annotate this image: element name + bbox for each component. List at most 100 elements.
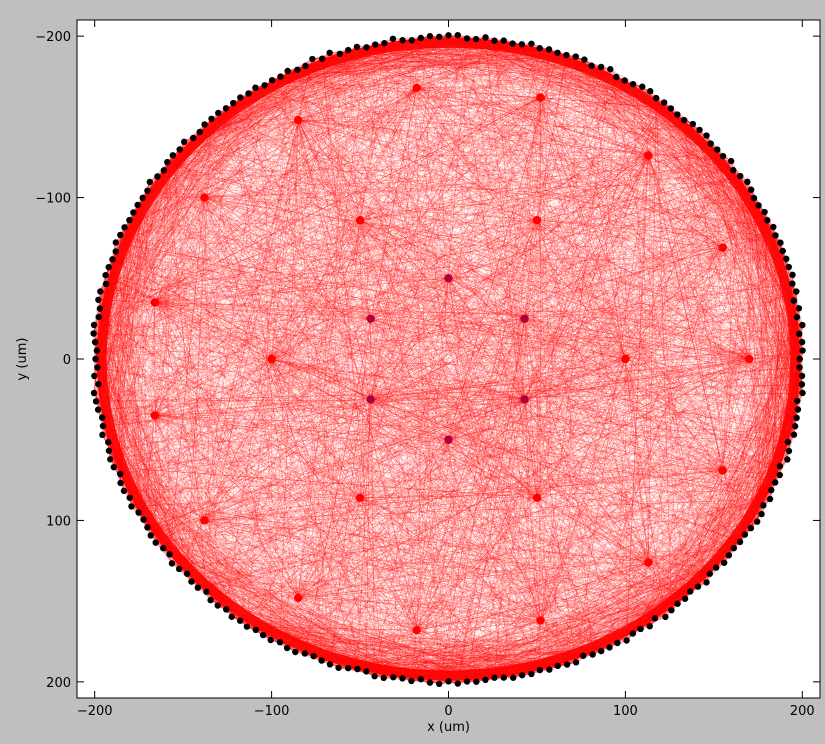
boundary-node — [770, 223, 777, 231]
boundary-node — [796, 364, 803, 371]
boundary-node — [445, 678, 452, 685]
interior-node — [366, 395, 375, 404]
interior-node — [150, 411, 160, 420]
boundary-node — [91, 338, 99, 346]
boundary-node — [117, 231, 124, 239]
boundary-node — [563, 51, 570, 59]
boundary-node — [653, 94, 660, 102]
boundary-node — [790, 431, 798, 438]
boundary-node — [164, 158, 171, 166]
boundary-node — [310, 652, 317, 660]
boundary-node — [674, 600, 681, 607]
boundary-node — [696, 126, 703, 134]
boundary-node — [472, 35, 480, 43]
boundary-node — [639, 83, 646, 90]
boundary-node — [326, 49, 333, 56]
interior-node — [745, 354, 754, 364]
interior-node — [293, 115, 303, 125]
boundary-node — [518, 41, 526, 48]
boundary-node — [417, 675, 425, 683]
boundary-node — [336, 50, 344, 58]
boundary-node — [736, 538, 744, 546]
boundary-node — [130, 209, 137, 216]
boundary-node — [674, 111, 681, 118]
boundary-node — [785, 447, 793, 455]
boundary-node — [491, 674, 498, 681]
boundary-node — [128, 503, 135, 510]
boundary-node — [629, 80, 637, 88]
boundary-node — [102, 271, 109, 279]
boundary-node — [183, 570, 191, 577]
boundary-node — [580, 652, 587, 659]
boundary-node — [776, 462, 784, 470]
boundary-node — [90, 389, 98, 397]
interior-node — [644, 151, 653, 160]
boundary-node — [536, 45, 543, 52]
boundary-node — [363, 668, 370, 675]
boundary-node — [335, 664, 342, 671]
boundary-node — [714, 146, 721, 153]
boundary-node — [139, 194, 146, 202]
y-tick-label: −200 — [35, 30, 71, 45]
boundary-node — [426, 32, 434, 40]
boundary-node — [750, 194, 758, 202]
y-tick-label: 0 — [63, 353, 71, 368]
boundary-node — [160, 544, 167, 552]
edges-layer — [93, 35, 803, 684]
interior-node — [293, 593, 303, 603]
boundary-node — [510, 674, 517, 681]
boundary-node — [110, 463, 117, 471]
boundary-node — [789, 280, 796, 287]
boundary-node — [572, 53, 579, 60]
boundary-node — [276, 638, 284, 646]
interior-node — [718, 466, 727, 475]
boundary-node — [309, 55, 316, 63]
boundary-node — [144, 524, 151, 531]
boundary-node — [99, 431, 106, 439]
boundary-node — [175, 565, 183, 573]
boundary-node — [105, 263, 112, 271]
boundary-node — [301, 650, 309, 657]
boundary-node — [112, 239, 120, 246]
boundary-node — [518, 671, 526, 679]
boundary-node — [188, 578, 195, 585]
boundary-node — [784, 456, 791, 463]
boundary-node — [637, 625, 644, 633]
interior-nodes-layer — [150, 83, 754, 635]
boundary-node — [680, 116, 688, 124]
interior-node — [718, 243, 727, 252]
boundary-node — [772, 232, 779, 239]
boundary-node — [445, 32, 452, 39]
boundary-node — [318, 657, 325, 664]
boundary-node — [528, 40, 535, 47]
boundary-node — [417, 34, 425, 42]
boundary-node — [169, 152, 177, 159]
interior-node — [200, 516, 209, 525]
interior-node — [444, 274, 453, 283]
boundary-node — [747, 524, 755, 532]
boundary-node — [703, 579, 710, 586]
boundary-node — [259, 631, 267, 639]
boundary-node — [91, 372, 98, 380]
boundary-node — [799, 389, 806, 397]
boundary-node — [147, 532, 154, 539]
interior-node — [412, 626, 421, 635]
boundary-node — [190, 134, 197, 142]
boundary-node — [790, 297, 798, 304]
y-axis-title: y (um) — [15, 338, 30, 381]
interior-node — [267, 354, 276, 364]
boundary-node — [607, 66, 614, 73]
boundary-node — [105, 439, 112, 446]
y-tick-label: 200 — [46, 676, 71, 691]
boundary-node — [94, 364, 101, 371]
boundary-node — [426, 679, 434, 686]
boundary-node — [771, 479, 779, 486]
boundary-node — [243, 623, 251, 630]
boundary-node — [140, 516, 147, 523]
boundary-node — [766, 495, 774, 503]
boundary-node — [554, 49, 561, 56]
boundary-node — [597, 647, 605, 655]
boundary-node — [795, 305, 803, 312]
boundary-node — [761, 208, 768, 216]
boundary-node — [267, 636, 274, 644]
